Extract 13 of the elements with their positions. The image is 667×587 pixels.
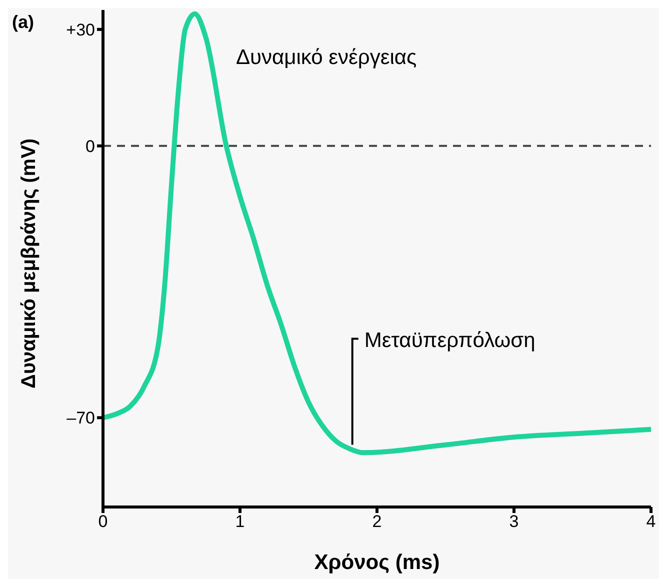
y-tick-label: –70 bbox=[66, 408, 95, 428]
x-tick-label: 0 bbox=[98, 512, 108, 532]
x-tick-label: 2 bbox=[372, 512, 382, 532]
x-tick-label: 3 bbox=[509, 512, 519, 532]
y-tick-label: 0 bbox=[86, 136, 95, 156]
annotation: Μεταϋπερπόλωση bbox=[364, 328, 536, 352]
text: (a) bbox=[12, 12, 34, 33]
x-axis-title: Χρόνος (ms) bbox=[314, 551, 440, 574]
annotation: Δυναμικό ενέργειας bbox=[236, 46, 417, 70]
y-tick-label: +30 bbox=[66, 20, 95, 40]
x-tick-label: 4 bbox=[646, 512, 656, 532]
x-tick-label: 1 bbox=[235, 512, 245, 532]
y-axis-title: Δυναμικό μεμβράνης (mV) bbox=[18, 138, 40, 388]
